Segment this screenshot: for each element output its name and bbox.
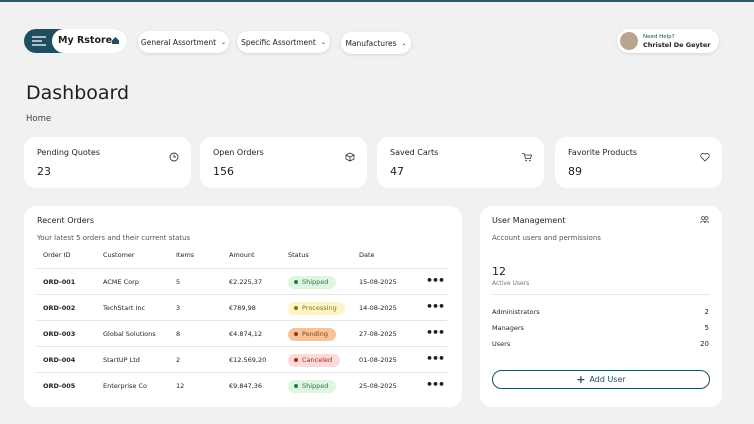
order-id: ORD-003 xyxy=(43,330,76,338)
cell: Global Solutions xyxy=(103,330,156,338)
column-header: Amount xyxy=(229,251,255,259)
menu-item[interactable]: Manufactures ⌄ xyxy=(341,32,411,54)
row-divider xyxy=(36,268,447,269)
stat-icon xyxy=(169,147,179,166)
cell: 01-08-2025 xyxy=(359,356,397,364)
role-name: Users xyxy=(492,340,511,348)
orders-card: Recent Orders Your latest 5 orders and t… xyxy=(24,206,462,407)
card-title: Recent Orders xyxy=(37,216,95,225)
order-id: ORD-002 xyxy=(43,304,76,312)
status-badge: Processing xyxy=(288,302,345,315)
menu-item[interactable]: General Assortment ⌄ xyxy=(138,31,229,53)
cell: 25-08-2025 xyxy=(359,382,397,390)
role-name: Administrators xyxy=(492,308,540,316)
home-icon xyxy=(112,37,119,44)
add-user-button[interactable]: + Add User xyxy=(492,370,710,389)
menu-item[interactable]: Specific Assortment ⌄ xyxy=(237,31,330,53)
stat-label: Pending Quotes xyxy=(37,148,101,157)
stat-card[interactable]: Saved Carts 47 xyxy=(377,137,544,188)
row-actions[interactable]: ••• xyxy=(426,326,445,339)
brand-name: My Rstore xyxy=(58,35,113,46)
cell: €2.225,37 xyxy=(229,278,263,286)
cell: TechStart Inc xyxy=(103,304,146,312)
order-id: ORD-004 xyxy=(43,356,76,364)
order-id: ORD-005 xyxy=(43,382,76,390)
status-badge: Shipped xyxy=(288,380,337,393)
divider xyxy=(492,294,710,295)
role-count: 20 xyxy=(700,340,709,348)
stat-card[interactable]: Pending Quotes 23 xyxy=(24,137,191,188)
button-label: Add User xyxy=(589,375,626,384)
cell: 2 xyxy=(176,356,181,364)
stat-card[interactable]: Open Orders 156 xyxy=(200,137,367,188)
stat-value: 23 xyxy=(37,165,51,178)
breadcrumb[interactable]: Home xyxy=(26,114,52,124)
brand-bar[interactable]: My Rstore xyxy=(24,29,127,53)
cell: 27-08-2025 xyxy=(359,330,397,338)
row-actions[interactable]: ••• xyxy=(426,274,445,287)
cell: 14-08-2025 xyxy=(359,304,397,312)
user-chip[interactable]: Need Help? Christel De Geyter xyxy=(617,29,719,53)
cell: 5 xyxy=(176,278,181,286)
brand: My Rstore xyxy=(52,29,127,53)
row-divider xyxy=(36,372,447,373)
order-id: ORD-001 xyxy=(43,278,76,286)
row-divider xyxy=(36,320,447,321)
cell: €12.569,20 xyxy=(229,356,267,364)
users-card: User Management Account users and permis… xyxy=(480,206,722,407)
column-header: Status xyxy=(288,251,309,259)
page-title: Dashboard xyxy=(26,82,130,104)
stat-icon xyxy=(700,147,710,166)
stat-value: 89 xyxy=(568,165,582,178)
row-divider xyxy=(36,346,447,347)
menu-label: Manufactures xyxy=(345,38,397,48)
row-actions[interactable]: ••• xyxy=(426,352,445,365)
cell: €9.847,36 xyxy=(229,382,263,390)
stat-icon xyxy=(522,147,533,166)
column-header: Date xyxy=(359,251,375,259)
card-subtitle: Account users and permissions xyxy=(492,234,601,242)
stat-label: Saved Carts xyxy=(390,148,439,157)
column-header: Items xyxy=(176,251,195,259)
column-header: Customer xyxy=(103,251,135,259)
active-label: Active Users xyxy=(492,280,530,287)
stat-icon xyxy=(345,147,355,166)
help-label: Need Help? xyxy=(643,34,675,40)
stat-card[interactable]: Favorite Products 89 xyxy=(555,137,722,188)
stat-value: 47 xyxy=(390,165,404,178)
cell: €789,98 xyxy=(229,304,256,312)
cell: 12 xyxy=(176,382,185,390)
status-badge: Canceled xyxy=(288,354,341,367)
role-count: 5 xyxy=(704,324,709,332)
cell: 8 xyxy=(176,330,181,338)
row-actions[interactable]: ••• xyxy=(426,300,445,313)
menu-icon xyxy=(32,36,46,46)
cell: ACME Corp xyxy=(103,278,139,286)
cell: StartUP Ltd xyxy=(103,356,140,364)
menu-label: Specific Assortment xyxy=(241,37,316,47)
card-subtitle: Your latest 5 orders and their current s… xyxy=(37,234,191,242)
user-name: Christel De Geyter xyxy=(643,41,711,49)
role-name: Managers xyxy=(492,324,524,332)
stat-label: Open Orders xyxy=(213,148,264,157)
cell: 3 xyxy=(176,304,181,312)
row-divider xyxy=(36,294,447,295)
users-icon xyxy=(700,216,709,223)
status-badge: Pending xyxy=(288,328,336,341)
card-title: User Management xyxy=(492,216,566,225)
active-count: 12 xyxy=(492,265,506,278)
column-header: Order ID xyxy=(43,251,71,259)
stat-label: Favorite Products xyxy=(568,148,638,157)
cell: €4.874,12 xyxy=(229,330,263,338)
status-badge: Shipped xyxy=(288,276,337,289)
avatar xyxy=(620,32,638,50)
role-count: 2 xyxy=(704,308,709,316)
cell: Enterprise Co xyxy=(103,382,148,390)
menu-label: General Assortment xyxy=(140,37,217,47)
cell: 15-08-2025 xyxy=(359,278,397,286)
stat-value: 156 xyxy=(213,165,234,178)
row-actions[interactable]: ••• xyxy=(426,378,445,391)
